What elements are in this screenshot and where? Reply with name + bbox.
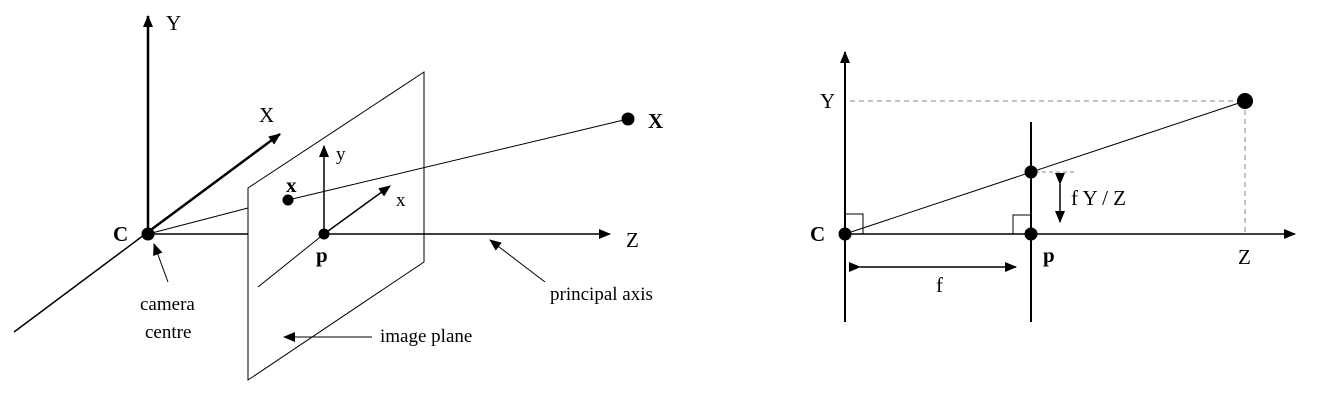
label-x-point: x <box>286 173 297 197</box>
right-label-Z: Z <box>1238 245 1251 269</box>
label-Y: Y <box>166 11 181 35</box>
right-point-C <box>838 227 852 241</box>
x-axis <box>147 132 281 234</box>
label-image-plane: image plane <box>380 326 472 347</box>
right-label-fYZ: f Y / Z <box>1071 186 1126 210</box>
right-angle-p <box>1012 214 1031 234</box>
right-labels: Y Z C p f f Y / Z <box>810 89 1251 297</box>
point-x <box>282 194 294 206</box>
point-C <box>141 227 155 241</box>
right-point-p <box>1024 227 1038 241</box>
right-angle-C <box>845 213 864 234</box>
image-plane <box>247 71 425 381</box>
right-label-p: p <box>1043 243 1055 267</box>
label-p: p <box>316 243 328 267</box>
label-camera: camera <box>140 294 195 315</box>
right-point-image <box>1024 165 1038 179</box>
label-centre: centre <box>145 322 191 343</box>
left-3d-camera-diagram <box>13 15 629 381</box>
label-X-point: X <box>648 109 663 133</box>
left-points <box>141 112 635 241</box>
label-y-image: y <box>336 144 346 165</box>
right-point-X <box>1237 93 1253 109</box>
label-principal-axis: principal axis <box>550 284 653 305</box>
right-label-C: C <box>810 222 825 246</box>
label-x-image: x <box>396 190 406 211</box>
label-Z: Z <box>626 228 639 252</box>
ray-x-to-X <box>287 118 629 201</box>
right-label-f: f <box>936 273 943 297</box>
x-axis-back <box>13 231 149 333</box>
right-points <box>838 93 1253 241</box>
ray-c-to-plane <box>147 207 249 235</box>
point-p <box>318 228 330 240</box>
left-labels: Y X Z y x C x p X camera centre image pl… <box>113 11 663 347</box>
camera-centre-arrow <box>153 243 169 283</box>
right-ray <box>844 100 1246 235</box>
label-C: C <box>113 222 128 246</box>
right-2d-projection-diagram <box>840 51 1296 322</box>
image-x-axis <box>323 185 391 235</box>
principal-axis-arrow <box>489 239 546 283</box>
image-x-axis-back <box>257 233 325 288</box>
right-label-Y: Y <box>820 89 835 113</box>
point-X <box>621 112 635 126</box>
label-X-axis: X <box>259 103 274 127</box>
